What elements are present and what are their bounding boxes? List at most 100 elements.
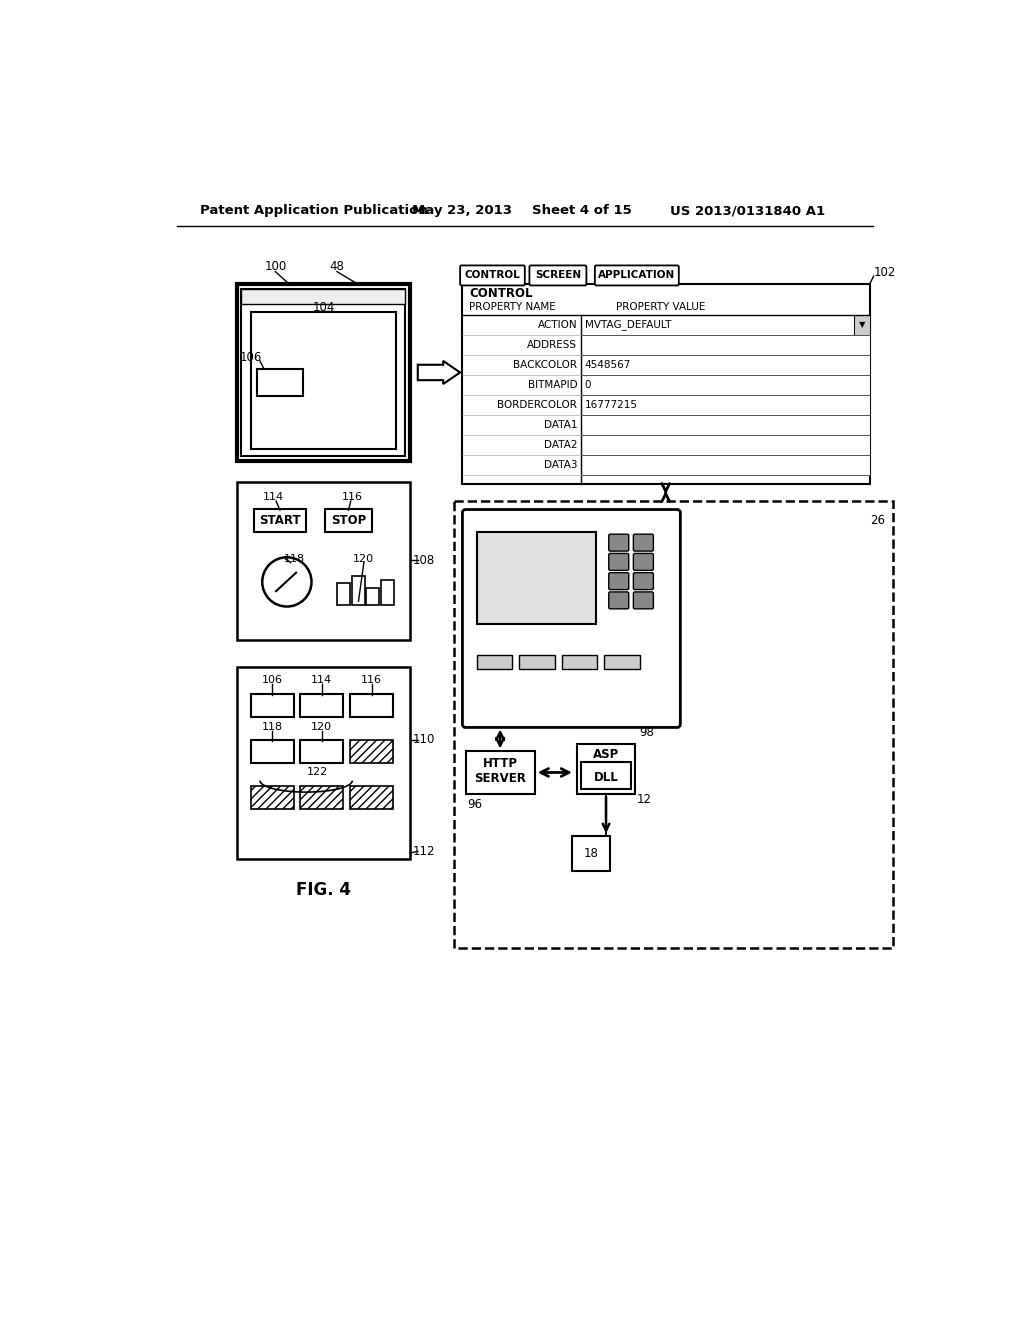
Bar: [581, 395, 869, 414]
Bar: [604, 655, 640, 669]
Text: 48: 48: [330, 260, 344, 273]
Bar: [237, 667, 410, 859]
Text: May 23, 2013: May 23, 2013: [412, 205, 512, 218]
Text: DATA3: DATA3: [544, 459, 578, 470]
Bar: [300, 739, 343, 763]
Text: BITMAPID: BITMAPID: [527, 380, 578, 389]
Text: PROPERTY NAME: PROPERTY NAME: [469, 302, 556, 312]
Text: 110: 110: [413, 733, 435, 746]
Text: 116: 116: [342, 492, 362, 502]
Text: 116: 116: [361, 676, 382, 685]
Text: DATA1: DATA1: [544, 420, 578, 430]
Text: 98: 98: [639, 726, 653, 739]
Text: 96: 96: [467, 797, 482, 810]
Bar: [257, 368, 303, 396]
Text: 112: 112: [413, 845, 435, 858]
Text: 118: 118: [262, 722, 283, 731]
Bar: [581, 455, 869, 475]
FancyBboxPatch shape: [608, 535, 629, 552]
Bar: [350, 785, 393, 809]
Text: 18: 18: [584, 847, 598, 859]
Bar: [350, 739, 393, 763]
Text: 16777215: 16777215: [585, 400, 638, 409]
Text: DLL: DLL: [594, 771, 618, 784]
FancyBboxPatch shape: [595, 265, 679, 285]
Bar: [581, 314, 869, 335]
Text: 114: 114: [263, 492, 285, 502]
Text: STOP: STOP: [331, 513, 367, 527]
Text: 0: 0: [585, 380, 592, 389]
Text: 106: 106: [262, 676, 283, 685]
Bar: [519, 655, 555, 669]
FancyBboxPatch shape: [608, 553, 629, 570]
Text: HTTP: HTTP: [482, 758, 518, 770]
Bar: [237, 284, 410, 461]
Text: 120: 120: [353, 554, 375, 564]
Bar: [454, 502, 893, 948]
Bar: [477, 655, 512, 669]
FancyBboxPatch shape: [608, 573, 629, 590]
Text: ACTION: ACTION: [538, 319, 578, 330]
Bar: [350, 693, 393, 717]
Bar: [578, 743, 635, 793]
Text: 12: 12: [637, 793, 651, 807]
Bar: [254, 508, 306, 532]
Bar: [581, 414, 869, 434]
FancyBboxPatch shape: [634, 591, 653, 609]
Text: Patent Application Publication: Patent Application Publication: [200, 205, 428, 218]
Bar: [242, 289, 406, 457]
Bar: [466, 751, 535, 793]
Text: APPLICATION: APPLICATION: [598, 271, 676, 280]
FancyBboxPatch shape: [634, 553, 653, 570]
Bar: [581, 355, 869, 375]
Bar: [337, 583, 350, 605]
Text: Sheet 4 of 15: Sheet 4 of 15: [532, 205, 632, 218]
Text: DATA2: DATA2: [544, 440, 578, 450]
Text: 120: 120: [311, 722, 332, 731]
Text: US 2013/0131840 A1: US 2013/0131840 A1: [670, 205, 824, 218]
Text: MVTAG_DEFAULT: MVTAG_DEFAULT: [585, 319, 672, 330]
Bar: [854, 314, 869, 335]
Bar: [367, 589, 379, 605]
Text: 104: 104: [312, 301, 335, 314]
Bar: [251, 312, 396, 449]
Bar: [581, 434, 869, 455]
Text: START: START: [259, 513, 301, 527]
Text: PROPERTY VALUE: PROPERTY VALUE: [615, 302, 706, 312]
Text: SERVER: SERVER: [474, 772, 526, 785]
Text: BACKCOLOR: BACKCOLOR: [513, 360, 578, 370]
Bar: [381, 581, 394, 605]
Text: SCREEN: SCREEN: [535, 271, 581, 280]
FancyBboxPatch shape: [529, 265, 587, 285]
Bar: [581, 375, 869, 395]
Bar: [251, 785, 294, 809]
Bar: [571, 836, 610, 871]
Text: 102: 102: [873, 265, 896, 279]
Text: 122: 122: [307, 767, 329, 777]
Bar: [351, 576, 365, 605]
Bar: [300, 693, 343, 717]
Text: 106: 106: [240, 351, 262, 363]
FancyBboxPatch shape: [608, 591, 629, 609]
Text: CONTROL: CONTROL: [469, 288, 532, 301]
Bar: [562, 655, 597, 669]
Text: ▼: ▼: [859, 321, 865, 329]
Text: FIG. 4: FIG. 4: [296, 880, 350, 899]
Text: 114: 114: [311, 676, 332, 685]
Bar: [237, 482, 410, 640]
Bar: [251, 739, 294, 763]
Bar: [477, 532, 596, 624]
Text: ADDRESS: ADDRESS: [527, 339, 578, 350]
Bar: [326, 508, 372, 532]
Bar: [581, 335, 869, 355]
Text: BORDERCOLOR: BORDERCOLOR: [498, 400, 578, 409]
Text: 100: 100: [264, 260, 287, 273]
FancyBboxPatch shape: [463, 510, 680, 727]
Bar: [462, 284, 869, 484]
Text: 26: 26: [870, 513, 885, 527]
Bar: [581, 762, 631, 789]
Polygon shape: [418, 360, 460, 384]
Bar: [300, 785, 343, 809]
Text: 108: 108: [413, 554, 435, 566]
FancyBboxPatch shape: [460, 265, 524, 285]
